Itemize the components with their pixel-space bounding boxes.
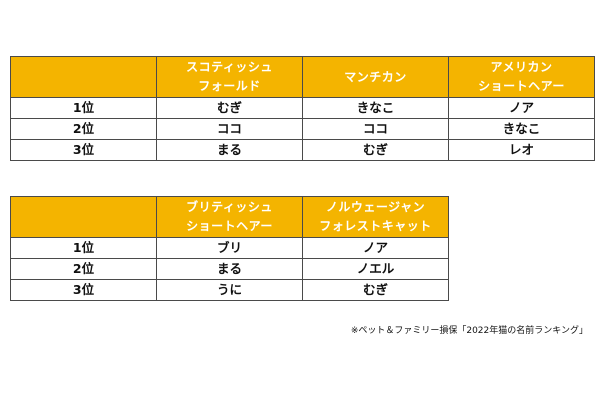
name-cell: うに <box>156 279 303 301</box>
header-american-shorthair: アメリカン ショートヘアー <box>448 56 595 98</box>
header-line: スコティッシュ <box>186 60 273 74</box>
header-line: フォールド <box>198 79 261 93</box>
name-cell: ココ <box>302 118 449 140</box>
table-row: 1位 むぎ きなこ ノア <box>10 97 595 119</box>
rank-cell: 1位 <box>10 237 157 259</box>
header-line: フォレストキャット <box>319 219 432 233</box>
name-cell: むぎ <box>156 97 303 119</box>
rank-cell: 1位 <box>10 97 157 119</box>
table-row: 1位 ブリ ノア <box>10 237 449 259</box>
name-cell: ココ <box>156 118 303 140</box>
table-header-row: ブリティッシュ ショートヘアー ノルウェージャン フォレストキャット <box>10 196 449 238</box>
name-cell: ブリ <box>156 237 303 259</box>
header-line: ブリティッシュ <box>186 200 273 214</box>
rank-cell: 2位 <box>10 258 157 280</box>
name-cell: ノア <box>448 97 595 119</box>
header-norwegian-forest-cat: ノルウェージャン フォレストキャット <box>302 196 449 238</box>
header-line: ショートヘアー <box>186 219 273 233</box>
name-cell: ノア <box>302 237 449 259</box>
source-note: ※ペット＆ファミリー損保「2022年猫の名前ランキング」 <box>350 326 588 336</box>
header-line: アメリカン <box>490 60 553 74</box>
header-scottish-fold: スコティッシュ フォールド <box>156 56 303 98</box>
name-cell: むぎ <box>302 279 449 301</box>
rank-cell: 3位 <box>10 279 157 301</box>
name-cell: レオ <box>448 139 595 161</box>
header-empty-cell <box>10 196 157 238</box>
rank-cell: 3位 <box>10 139 157 161</box>
header-line: ノルウェージャン <box>325 200 426 214</box>
name-cell: むぎ <box>302 139 449 161</box>
table-header-row: スコティッシュ フォールド マンチカン アメリカン ショートヘアー <box>10 56 595 98</box>
header-line: マンチカン <box>344 69 407 84</box>
header-line: ショートヘアー <box>478 79 565 93</box>
name-cell: きなこ <box>448 118 595 140</box>
header-munchkin: マンチカン <box>302 56 449 98</box>
header-british-shorthair: ブリティッシュ ショートヘアー <box>156 196 303 238</box>
table-row: 3位 うに むぎ <box>10 279 449 301</box>
rank-cell: 2位 <box>10 118 157 140</box>
name-cell: ノエル <box>302 258 449 280</box>
breed-ranking-table-1: スコティッシュ フォールド マンチカン アメリカン ショートヘアー 1位 むぎ … <box>10 56 595 161</box>
table-row: 2位 まる ノエル <box>10 258 449 280</box>
header-empty-cell <box>10 56 157 98</box>
name-cell: きなこ <box>302 97 449 119</box>
name-cell: まる <box>156 258 303 280</box>
table-row: 2位 ココ ココ きなこ <box>10 118 595 140</box>
table-row: 3位 まる むぎ レオ <box>10 139 595 161</box>
name-cell: まる <box>156 139 303 161</box>
breed-ranking-table-2: ブリティッシュ ショートヘアー ノルウェージャン フォレストキャット 1位 ブリ… <box>10 196 449 301</box>
